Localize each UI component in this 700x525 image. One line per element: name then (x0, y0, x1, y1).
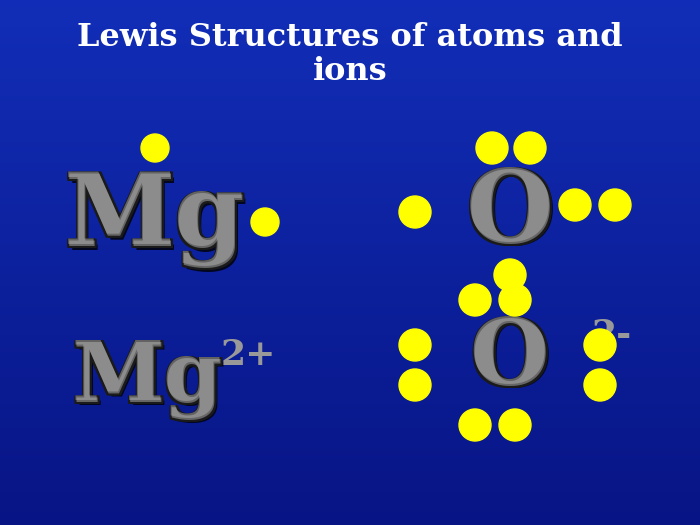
Circle shape (399, 369, 431, 401)
Text: Mg: Mg (62, 173, 244, 270)
Text: Mg: Mg (68, 174, 248, 271)
Text: Mg: Mg (66, 172, 247, 268)
Text: Mg: Mg (71, 338, 221, 418)
Text: O: O (466, 169, 554, 266)
Circle shape (141, 134, 169, 162)
Text: O: O (470, 319, 550, 405)
Text: Mg: Mg (73, 342, 223, 422)
Circle shape (599, 189, 631, 221)
Text: Mg: Mg (64, 170, 244, 267)
Text: Mg: Mg (71, 342, 221, 422)
Text: O: O (468, 169, 556, 266)
Text: Mg: Mg (62, 170, 244, 267)
Text: Mg: Mg (75, 338, 225, 418)
Circle shape (399, 196, 431, 228)
Text: Mg: Mg (71, 338, 223, 418)
Text: 2+: 2+ (220, 338, 276, 372)
Text: O: O (466, 166, 554, 264)
Circle shape (499, 409, 531, 441)
Text: O: O (466, 164, 552, 261)
Text: O: O (468, 166, 556, 264)
Text: Mg: Mg (64, 170, 246, 267)
Text: Mg: Mg (75, 340, 225, 420)
Text: O: O (473, 317, 552, 404)
Text: O: O (470, 170, 556, 267)
Text: Mg: Mg (73, 340, 223, 420)
Text: ions: ions (313, 57, 387, 88)
Circle shape (514, 132, 546, 164)
Text: O: O (464, 169, 552, 266)
Text: Mg: Mg (71, 340, 221, 420)
Text: Mg: Mg (62, 172, 244, 268)
Text: 2-: 2- (592, 318, 632, 352)
Circle shape (494, 259, 526, 291)
Text: O: O (464, 164, 552, 261)
Text: O: O (470, 314, 550, 402)
Circle shape (251, 208, 279, 236)
Text: O: O (473, 314, 552, 402)
Text: O: O (470, 317, 550, 404)
Text: Mg: Mg (64, 173, 246, 270)
Text: Mg: Mg (73, 338, 223, 418)
Text: Mg: Mg (76, 343, 226, 423)
Text: Mg: Mg (66, 173, 247, 270)
Circle shape (499, 284, 531, 316)
Text: O: O (468, 164, 556, 261)
Circle shape (459, 284, 491, 316)
Text: Lewis Structures of atoms and: Lewis Structures of atoms and (77, 23, 623, 54)
Text: O: O (473, 319, 552, 405)
Circle shape (584, 369, 616, 401)
Circle shape (559, 189, 591, 221)
Text: O: O (469, 317, 547, 404)
Circle shape (584, 329, 616, 361)
Circle shape (476, 132, 508, 164)
Text: O: O (464, 166, 552, 264)
Text: Mg: Mg (66, 170, 247, 267)
Text: O: O (470, 314, 548, 402)
Text: O: O (474, 320, 552, 406)
Text: Mg: Mg (64, 172, 246, 268)
Text: O: O (469, 314, 547, 402)
Text: O: O (466, 164, 554, 261)
Text: O: O (469, 319, 547, 405)
Text: Mg: Mg (75, 342, 225, 422)
Circle shape (399, 329, 431, 361)
Circle shape (459, 409, 491, 441)
